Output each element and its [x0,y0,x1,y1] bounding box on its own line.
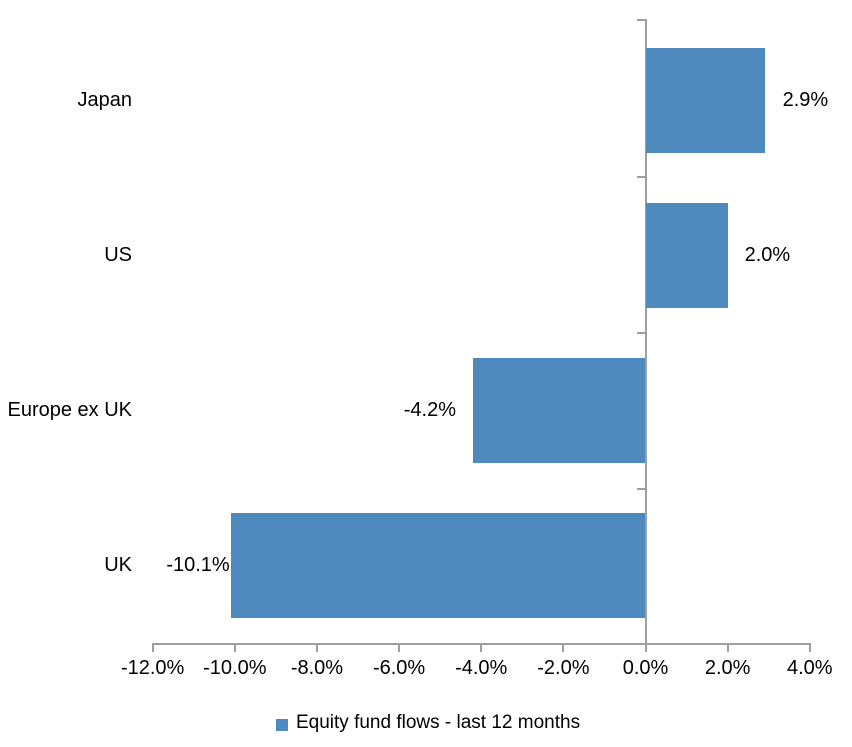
category-label-japan: Japan [77,89,133,111]
value-label-japan: 2.9% [782,89,829,111]
x-tick-label: -4.0% [455,657,508,679]
x-axis-tick [398,644,401,652]
x-tick-label: -2.0% [537,657,590,679]
y-axis-tick [636,488,645,490]
x-axis-tick [562,644,565,652]
y-axis-tick [636,19,645,21]
x-tick-label: -6.0% [372,657,426,679]
category-label-europe-ex-uk: Europe ex UK [7,399,132,421]
x-tick-label: -12.0% [120,657,185,679]
bar-japan [646,47,766,153]
value-label-europe-ex-uk: -4.2% [403,399,456,421]
legend-label: Equity fund flows - last 12 months [296,712,581,733]
x-tick-label: 0.0% [622,657,669,679]
legend-swatch [276,719,288,731]
x-axis-tick [726,644,729,652]
category-label-uk: UK [104,554,132,576]
category-label-us: US [104,244,132,266]
bar-uk [230,512,646,618]
x-tick-label: 4.0% [786,657,833,679]
x-axis-tick [644,644,647,652]
plot-area: -12.0% -10.0% -8.0% -6.0% -4.0% -2.0% 0.0% 2.0%… [7,19,833,679]
x-axis-tick [480,644,483,652]
y-axis-tick [636,176,645,178]
y-axis-tick [636,332,645,334]
value-label-us: 2.0% [744,244,791,266]
x-tick-label: -8.0% [290,657,344,679]
legend: Equity fund flows - last 12 months [276,711,580,735]
x-axis-tick [808,644,811,652]
x-tick-label: 2.0% [704,657,751,679]
y-axis-line [644,19,647,649]
x-axis-tick [233,644,236,652]
x-axis-tick [151,644,154,652]
x-axis-tick [315,644,318,652]
x-tick-label: -10.0% [203,657,267,679]
value-label-uk: -10.1% [166,554,230,576]
bar-us [646,202,729,308]
bar-europe-ex-uk [473,357,646,463]
